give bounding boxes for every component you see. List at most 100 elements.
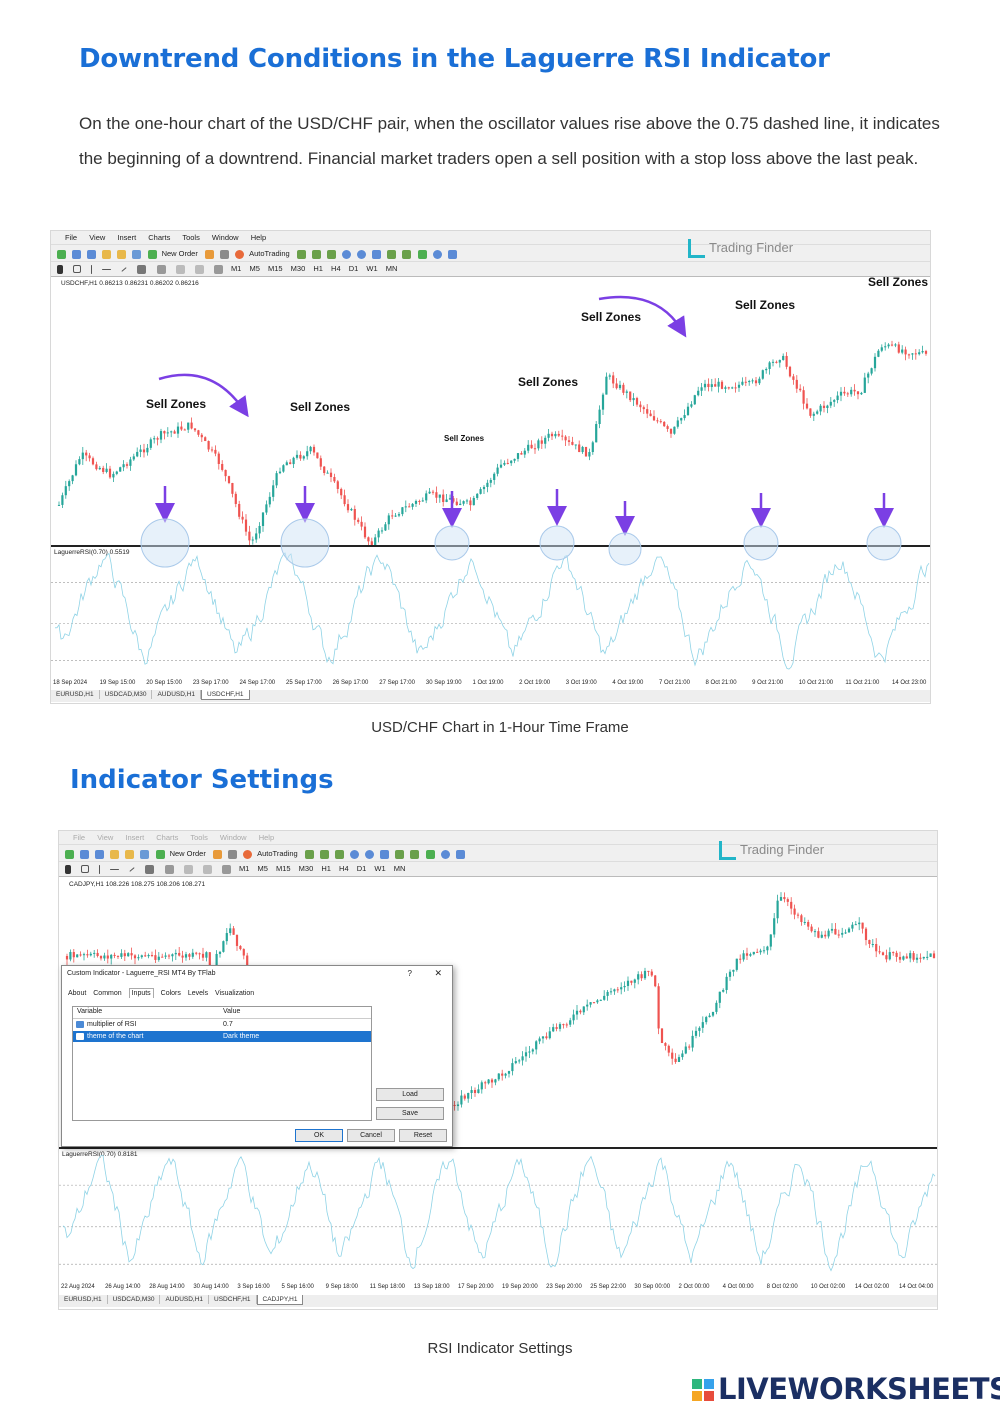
bar-chart-icon[interactable]	[304, 849, 314, 859]
text-icon[interactable]	[183, 864, 193, 874]
help-button[interactable]: ?	[407, 969, 412, 978]
tester-icon[interactable]	[132, 249, 142, 259]
timeframe-m30[interactable]: M30	[290, 264, 306, 273]
table-row[interactable]: multiplier of RSI 0.7	[73, 1019, 371, 1030]
timeframe-h1[interactable]: H1	[313, 264, 323, 273]
menu-charts[interactable]: Charts	[148, 233, 171, 242]
signals-icon[interactable]	[220, 249, 230, 259]
tester-icon[interactable]	[140, 849, 150, 859]
price-chart[interactable]	[51, 275, 930, 547]
line-chart-icon[interactable]	[334, 849, 344, 859]
zoom-out-icon[interactable]	[357, 249, 367, 259]
timeframe-w1[interactable]: W1	[366, 264, 378, 273]
profiles-icon[interactable]	[72, 249, 82, 259]
timeframe-m5[interactable]: M5	[249, 264, 260, 273]
menu-insert[interactable]: Insert	[125, 833, 145, 842]
indicators-icon[interactable]	[425, 849, 435, 859]
chart-tab[interactable]: USDCHF,H1	[209, 1295, 257, 1304]
menu-window[interactable]: Window	[219, 833, 247, 842]
menu-window[interactable]: Window	[211, 233, 239, 242]
timeframe-d1[interactable]: D1	[356, 864, 367, 873]
navigator-icon[interactable]	[102, 249, 112, 259]
templates-icon[interactable]	[447, 249, 457, 259]
rsi-pane[interactable]	[51, 547, 930, 679]
new-chart-icon[interactable]	[57, 249, 66, 259]
fibonacci-icon[interactable]	[164, 864, 174, 874]
chart-shift-icon[interactable]	[387, 249, 397, 259]
metaeditor-icon[interactable]	[212, 849, 222, 859]
menu-help[interactable]: Help	[250, 233, 267, 242]
profiles-icon[interactable]	[80, 849, 90, 859]
tab-levels[interactable]: Levels	[187, 990, 209, 997]
arrows-icon[interactable]	[221, 864, 231, 874]
crosshair-icon[interactable]	[73, 265, 82, 274]
navigator-icon[interactable]	[110, 849, 120, 859]
horizontal-line-icon[interactable]	[102, 268, 112, 270]
cursor-icon[interactable]	[65, 864, 71, 874]
timeframe-m1[interactable]: M1	[230, 264, 242, 273]
chart-tab[interactable]: AUDUSD,H1	[160, 1295, 210, 1304]
timeframe-h4[interactable]: H4	[331, 264, 341, 273]
periods-icon[interactable]	[440, 849, 450, 859]
autotrading-button[interactable]: AutoTrading	[233, 249, 293, 259]
candle-chart-icon[interactable]	[319, 849, 329, 859]
tab-common[interactable]: Common	[93, 990, 122, 997]
fibonacci-icon[interactable]	[156, 264, 166, 274]
timeframe-m15[interactable]: M15	[267, 264, 283, 273]
timeframe-m5[interactable]: M5	[257, 864, 268, 873]
horizontal-line-icon[interactable]	[110, 868, 120, 870]
text-icon[interactable]	[175, 264, 185, 274]
chart-tab[interactable]: USDCAD,M30	[100, 690, 153, 699]
autoscroll-icon[interactable]	[410, 849, 420, 859]
rsi-pane[interactable]	[59, 1149, 937, 1283]
label-icon[interactable]	[202, 864, 212, 874]
cursor-icon[interactable]	[57, 264, 63, 274]
variable-value[interactable]: Dark theme	[223, 1033, 260, 1040]
menu-file[interactable]: File	[65, 233, 78, 242]
chart-shift-icon[interactable]	[395, 849, 405, 859]
arrows-icon[interactable]	[213, 264, 223, 274]
channel-icon[interactable]	[137, 264, 147, 274]
templates-icon[interactable]	[455, 849, 465, 859]
periods-icon[interactable]	[432, 249, 442, 259]
tile-windows-icon[interactable]	[372, 249, 382, 259]
menu-tools[interactable]: Tools	[182, 233, 200, 242]
menu-charts[interactable]: Charts	[156, 833, 179, 842]
menu-view[interactable]: View	[89, 233, 106, 242]
tab-visualization[interactable]: Visualization	[215, 990, 255, 997]
candle-chart-icon[interactable]	[311, 249, 321, 259]
zoom-out-icon[interactable]	[365, 849, 375, 859]
label-icon[interactable]	[194, 264, 204, 274]
chart-tab[interactable]: EURUSD,H1	[51, 690, 100, 699]
menu-tools[interactable]: Tools	[190, 833, 208, 842]
timeframe-mn[interactable]: MN	[385, 264, 398, 273]
terminal-icon[interactable]	[117, 249, 127, 259]
save-button[interactable]: Save	[376, 1107, 444, 1120]
cancel-button[interactable]: Cancel	[347, 1129, 395, 1142]
signals-icon[interactable]	[228, 849, 238, 859]
reset-button[interactable]: Reset	[399, 1129, 447, 1142]
trendline-icon[interactable]	[129, 866, 135, 872]
terminal-icon[interactable]	[125, 849, 135, 859]
autoscroll-icon[interactable]	[402, 249, 412, 259]
bar-chart-icon[interactable]	[296, 249, 306, 259]
tile-windows-icon[interactable]	[380, 849, 390, 859]
crosshair-icon[interactable]	[81, 865, 90, 874]
ok-button[interactable]: OK	[295, 1129, 343, 1142]
autotrading-button[interactable]: AutoTrading	[241, 849, 301, 859]
zoom-in-icon[interactable]	[342, 249, 352, 259]
timeframe-d1[interactable]: D1	[348, 264, 359, 273]
close-button[interactable]: ✕	[434, 968, 442, 978]
menu-help[interactable]: Help	[258, 833, 275, 842]
timeframe-h1[interactable]: H1	[321, 864, 331, 873]
chart-tab[interactable]: CADJPY,H1	[256, 1295, 304, 1305]
chart-tab[interactable]: AUDUSD,H1	[152, 690, 202, 699]
chart-tab[interactable]: EURUSD,H1	[59, 1295, 108, 1304]
menu-insert[interactable]: Insert	[117, 233, 137, 242]
vertical-line-icon[interactable]	[99, 864, 101, 874]
vertical-line-icon[interactable]	[91, 264, 93, 274]
timeframe-mn[interactable]: MN	[393, 864, 406, 873]
menu-file[interactable]: File	[73, 833, 86, 842]
new-order-button[interactable]: New Order	[146, 249, 201, 259]
load-button[interactable]: Load	[376, 1088, 444, 1101]
